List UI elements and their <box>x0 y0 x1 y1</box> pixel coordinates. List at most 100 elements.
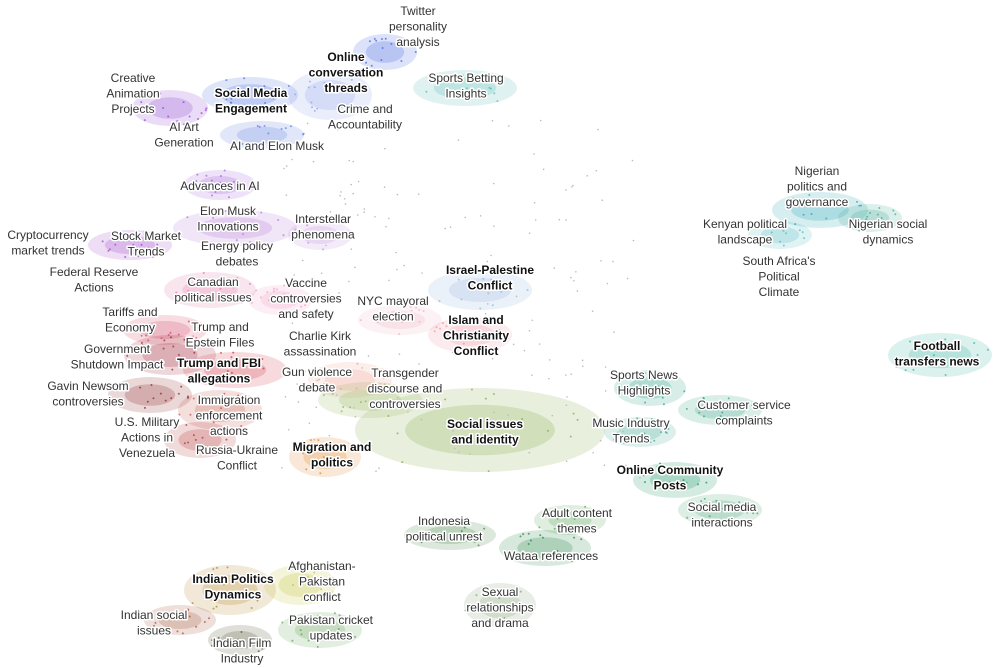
label-line: discourse and <box>368 382 443 396</box>
point <box>683 390 686 393</box>
point <box>284 396 287 398</box>
topic-label: Pakistan cricket updates <box>289 613 374 643</box>
label-line: complaints <box>715 414 772 428</box>
point <box>251 229 254 232</box>
point <box>401 402 404 405</box>
label-line: Gavin Newsom <box>47 379 128 393</box>
point <box>186 396 189 399</box>
point <box>461 74 464 77</box>
point <box>491 357 494 360</box>
topic-label: AI Art Generation <box>154 120 213 150</box>
point <box>496 100 499 103</box>
point <box>322 394 325 397</box>
point <box>515 605 518 608</box>
point <box>204 109 207 112</box>
label-line: Russia-Ukraine <box>196 443 278 457</box>
point <box>417 193 420 196</box>
point <box>528 232 531 234</box>
point <box>175 291 178 294</box>
clusters <box>88 34 992 655</box>
point <box>316 379 318 382</box>
point <box>296 383 298 385</box>
point <box>875 222 878 225</box>
topic-label: Gavin Newsom controversies <box>47 379 128 409</box>
point <box>581 359 584 362</box>
point <box>348 280 350 283</box>
point <box>912 368 915 371</box>
point <box>225 98 228 101</box>
point <box>299 629 302 632</box>
label-line: Stock Market <box>111 229 182 243</box>
point <box>445 81 448 84</box>
point <box>192 335 195 338</box>
cluster-halo <box>499 530 591 566</box>
point <box>373 37 376 40</box>
point <box>785 223 788 226</box>
point <box>572 536 575 539</box>
point <box>465 77 468 80</box>
point <box>695 472 698 475</box>
point <box>880 217 883 220</box>
point <box>355 387 358 390</box>
point <box>643 377 646 380</box>
point <box>600 259 602 262</box>
point <box>186 395 189 398</box>
cluster-core <box>365 41 405 63</box>
point <box>859 204 862 207</box>
point <box>207 359 210 362</box>
point <box>401 389 404 392</box>
point <box>183 338 186 341</box>
topic-label: Online conversation threads <box>309 50 384 95</box>
point <box>145 93 148 96</box>
point <box>569 435 572 438</box>
point <box>195 339 198 342</box>
point <box>653 439 656 442</box>
point <box>277 219 280 222</box>
point <box>167 115 170 118</box>
point <box>433 330 436 333</box>
point <box>630 390 633 393</box>
cluster-halo <box>404 520 496 550</box>
point <box>855 227 858 230</box>
point <box>218 641 221 644</box>
label-line: Online <box>327 50 365 64</box>
point <box>519 590 522 593</box>
point <box>493 92 496 95</box>
point <box>283 293 286 296</box>
point <box>243 226 246 229</box>
point <box>792 197 795 200</box>
cluster-core <box>791 199 849 221</box>
label-line: Highlights <box>618 384 671 398</box>
label-line: Trump and FBI <box>177 356 261 370</box>
point <box>216 566 219 569</box>
point <box>101 240 104 243</box>
topic-label: Cryptocurrency market trends <box>7 228 88 258</box>
point <box>313 438 316 441</box>
point <box>425 90 428 93</box>
point <box>162 107 165 110</box>
point <box>477 347 480 350</box>
point <box>200 112 203 115</box>
point <box>738 509 741 512</box>
topic-label: Sports News Highlights <box>610 368 678 398</box>
point <box>108 248 111 251</box>
label-line: Christianity <box>443 329 509 343</box>
point <box>339 387 342 390</box>
point <box>410 314 413 317</box>
topic-label: Adult content themes <box>542 506 613 536</box>
point <box>445 325 448 328</box>
point <box>212 217 215 220</box>
point <box>953 341 956 344</box>
point <box>219 174 222 177</box>
point <box>654 422 657 425</box>
point <box>220 351 223 354</box>
point <box>256 599 259 602</box>
point <box>359 124 361 127</box>
point <box>183 442 186 445</box>
label-line: Conflict <box>454 344 499 358</box>
point <box>707 473 710 476</box>
point <box>472 91 475 94</box>
topic-label: Crime and Accountability <box>328 102 402 132</box>
point <box>734 416 737 419</box>
point <box>236 277 239 280</box>
